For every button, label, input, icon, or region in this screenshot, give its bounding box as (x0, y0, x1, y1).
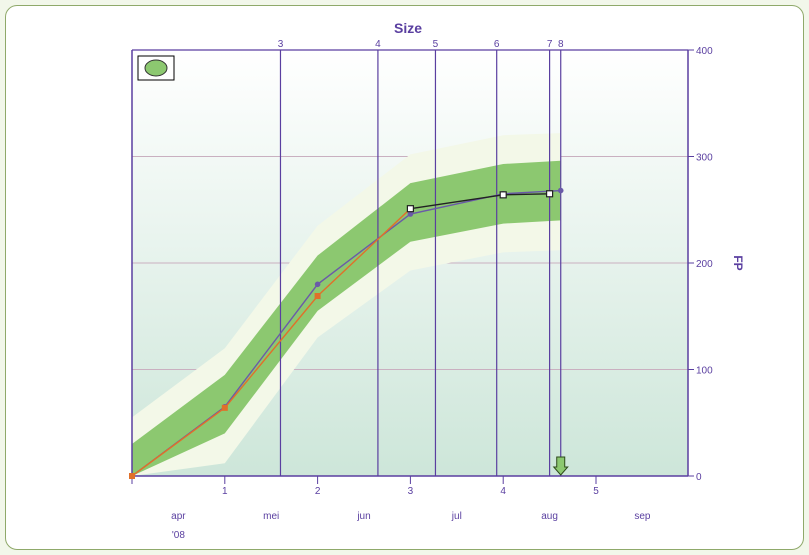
series-group (129, 187, 564, 479)
month-label: sep (634, 511, 651, 522)
x-tick-label: 5 (593, 486, 599, 497)
data-point (314, 281, 321, 288)
top-tick-label: 5 (433, 39, 439, 50)
y-tick-label: 400 (696, 46, 713, 57)
month-label: jun (356, 511, 370, 522)
top-tick-label: 7 (547, 39, 553, 50)
data-point (129, 473, 135, 479)
month-label: mei (263, 511, 279, 522)
axes (131, 49, 694, 484)
y-tick-label: 0 (696, 472, 702, 483)
data-point (407, 211, 414, 217)
top-tick-label: 4 (375, 39, 381, 50)
inner-band (132, 160, 561, 476)
labels: 3 4 5 6 7 8 0 100 200 300 400 1 2 3 4 5 apr mei jun jul aug s… (137, 39, 713, 541)
data-point (221, 404, 228, 411)
data-point (499, 191, 507, 199)
series-line-1 (131, 208, 411, 477)
data-point (406, 205, 414, 213)
data-point (545, 190, 554, 198)
top-tick-label: 3 (278, 39, 284, 50)
y-tick-label: 200 (696, 259, 713, 270)
data-point (557, 187, 564, 194)
legend-swatch-icon (144, 59, 168, 77)
y-tick-label: 100 (696, 366, 713, 377)
x-tick-label: 3 (408, 486, 414, 497)
top-tick-label: 8 (558, 39, 564, 50)
y-axis-label: FP (731, 255, 745, 270)
x-tick-label: 1 (222, 486, 228, 497)
x-tick-label: 2 (315, 486, 321, 497)
month-label: jul (451, 511, 462, 522)
top-tick-lines (279, 50, 562, 476)
month-label: aug (541, 511, 558, 522)
data-point (314, 293, 321, 300)
year-label: '08 (172, 530, 185, 541)
x-tick-label: 4 (500, 486, 506, 497)
y-tick-label: 300 (696, 153, 713, 164)
chart-title: Size (394, 20, 422, 36)
down-arrow-icon (552, 456, 569, 476)
top-tick-label: 6 (494, 39, 500, 50)
series-line-0 (131, 189, 561, 477)
month-label: apr (171, 511, 186, 522)
